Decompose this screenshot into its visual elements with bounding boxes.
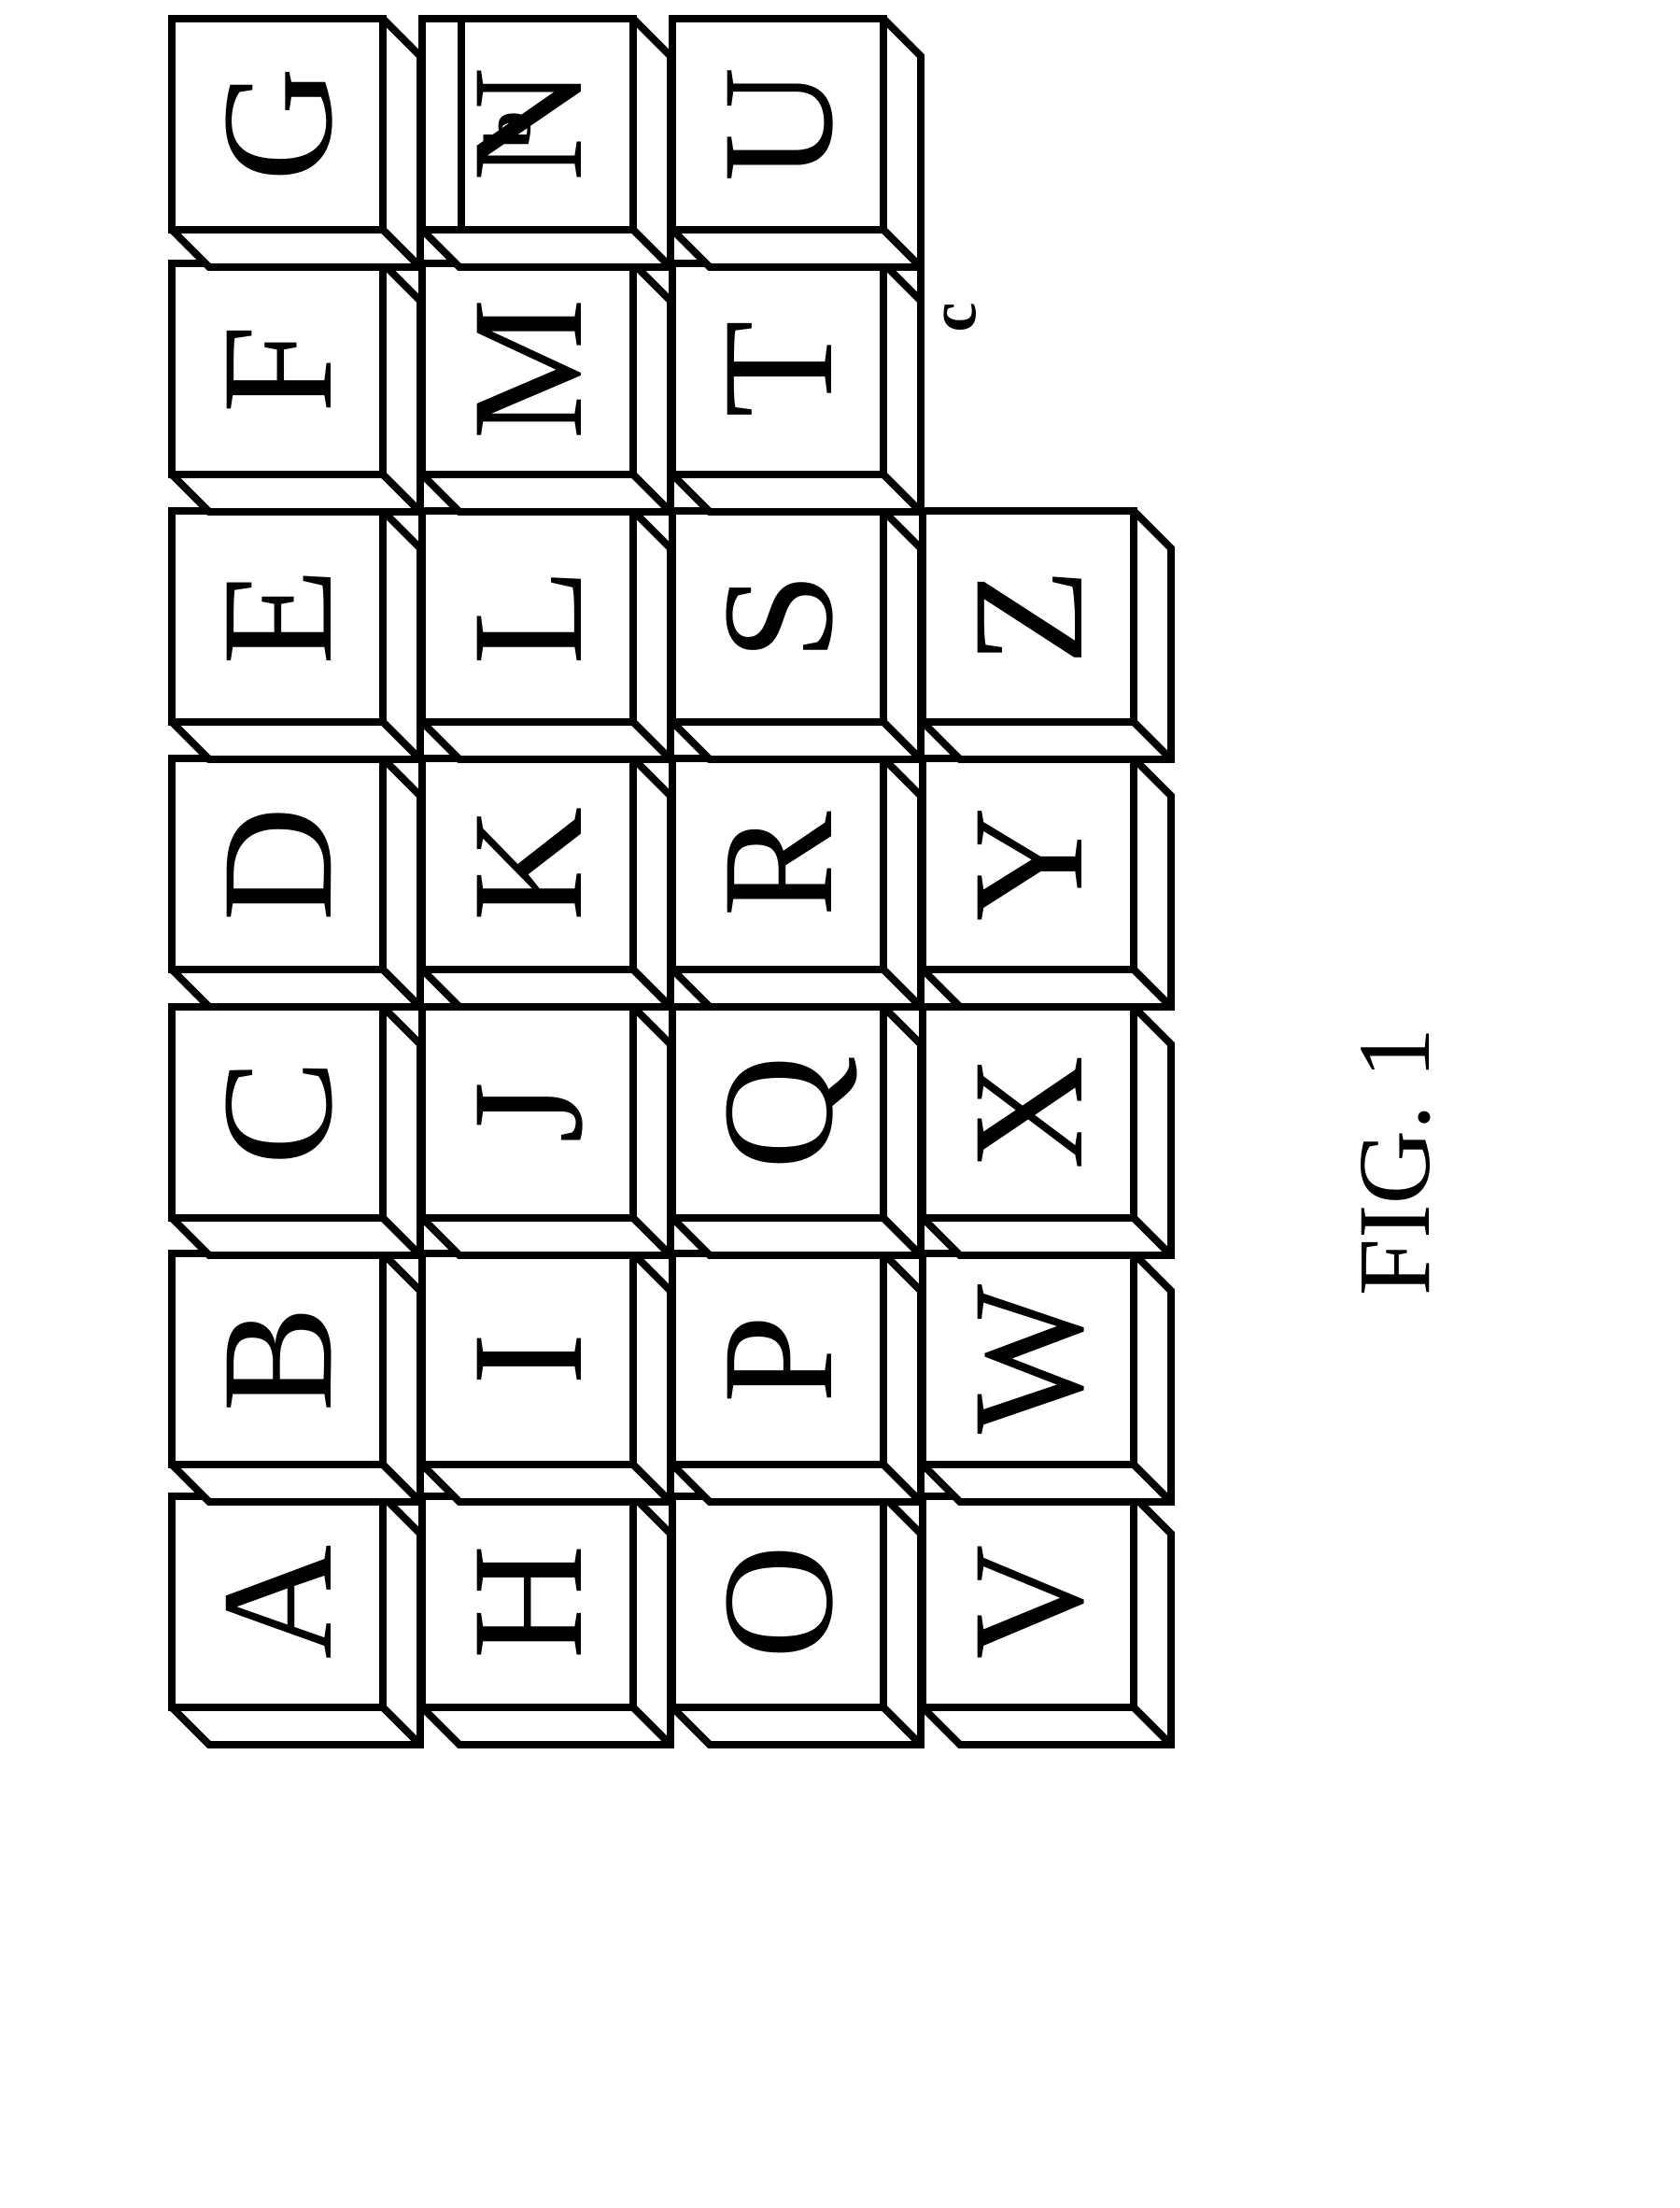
alphabet-block: Z <box>919 507 1175 763</box>
alphabet-block: P <box>669 1250 925 1506</box>
block-letter: E <box>168 507 387 726</box>
block-letter: K <box>418 755 637 973</box>
block-letter: U <box>669 15 887 234</box>
alphabet-block: R <box>669 755 925 1011</box>
block-letter: A <box>168 1493 387 1711</box>
dimension-label: b <box>470 110 547 148</box>
block-letter: X <box>919 1003 1137 1222</box>
alphabet-block: M <box>418 260 674 516</box>
block-letter: W <box>919 1250 1137 1468</box>
figure-label: FIG. 1 <box>1335 1027 1454 1295</box>
alphabet-block: J <box>418 1003 674 1259</box>
alphabet-block: B <box>168 1250 424 1506</box>
block-letter: C <box>168 1003 387 1222</box>
block-letter: R <box>669 755 887 973</box>
alphabet-block: D <box>168 755 424 1011</box>
block-letter: D <box>168 755 387 973</box>
dim-c-tick <box>917 269 925 306</box>
block-letter: Y <box>919 755 1137 973</box>
alphabet-block: S <box>669 507 925 763</box>
block-letter: M <box>418 260 637 478</box>
alphabet-block: E <box>168 507 424 763</box>
alphabet-block: K <box>418 755 674 1011</box>
block-letter: G <box>168 15 387 234</box>
block-letter: Z <box>919 507 1137 726</box>
alphabet-block: L <box>418 507 674 763</box>
alphabet-block: U <box>669 15 925 271</box>
block-letter: B <box>168 1250 387 1468</box>
block-letter: T <box>669 260 887 478</box>
block-letter: V <box>919 1493 1137 1711</box>
block-letter: P <box>669 1250 887 1468</box>
alphabet-block: I <box>418 1250 674 1506</box>
block-letter: J <box>418 1003 637 1222</box>
block-letter: H <box>418 1493 637 1711</box>
alphabet-block: Q <box>669 1003 925 1259</box>
alphabet-block: W <box>919 1250 1175 1506</box>
alphabet-block: G <box>168 15 424 271</box>
alphabet-block: Y <box>919 755 1175 1011</box>
block-letter: S <box>669 507 887 726</box>
block-letter: L <box>418 507 637 726</box>
alphabet-block: H <box>418 1493 674 1748</box>
block-letter: O <box>669 1493 887 1711</box>
alphabet-block: V <box>919 1493 1175 1748</box>
alphabet-block: O <box>669 1493 925 1748</box>
alphabet-block: X <box>919 1003 1175 1259</box>
block-letter: F <box>168 260 387 478</box>
dim-b-bar <box>458 15 465 234</box>
alphabet-block: C <box>168 1003 424 1259</box>
dimension-label: c <box>914 303 992 333</box>
figure-canvas: ABCDEFGHIJKLMNOPQRSTUVWXYZFIG. 1abc <box>0 0 1680 2208</box>
alphabet-block: F <box>168 260 424 516</box>
block-letter: Q <box>669 1003 887 1222</box>
dim-c-tick <box>880 269 887 306</box>
alphabet-block: A <box>168 1493 424 1748</box>
block-letter: I <box>418 1250 637 1468</box>
